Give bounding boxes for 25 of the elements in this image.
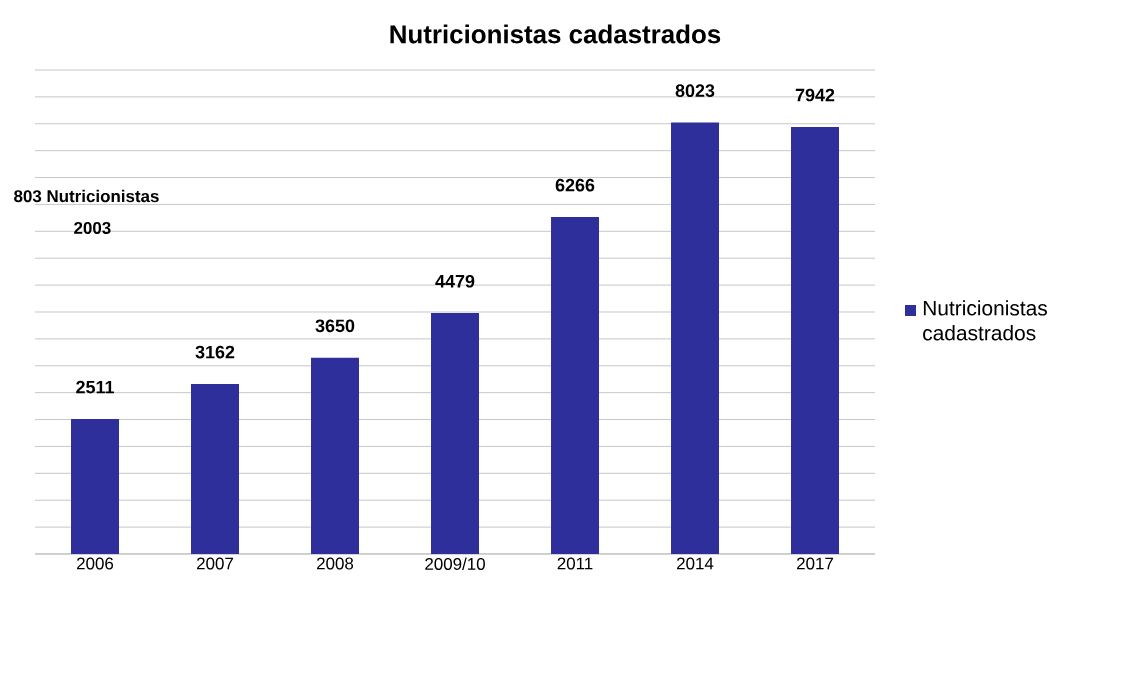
bar [551, 217, 600, 554]
annotation: 2003 [74, 221, 111, 234]
data-label: 6266 [555, 178, 595, 192]
annotation: 803 Nutricionistas [14, 189, 159, 203]
bar [311, 357, 360, 554]
bar [671, 122, 720, 554]
data-label: 3650 [315, 319, 355, 333]
data-label: 2511 [76, 380, 114, 394]
x-tick-label: 2011 [557, 557, 593, 570]
x-tick-label: 2017 [797, 557, 833, 570]
data-label: 7942 [795, 88, 835, 102]
x-tick-label: 2008 [317, 557, 354, 570]
data-label: 4479 [435, 274, 475, 288]
bar [71, 418, 120, 554]
x-tick-label: 2007 [197, 557, 233, 570]
chart-title: Nutricionistas cadastrados [390, 24, 721, 44]
x-tick-label: 2009/10 [425, 557, 485, 570]
bar [431, 313, 480, 554]
bar [791, 126, 840, 554]
x-tick-label: 2014 [677, 557, 714, 570]
data-label: 8023 [675, 84, 715, 98]
x-tick-label: 2006 [77, 557, 114, 570]
data-label: 3162 [195, 345, 235, 359]
legend-label: Nutricionistas cadastrados [923, 300, 1047, 341]
bar [191, 383, 240, 554]
